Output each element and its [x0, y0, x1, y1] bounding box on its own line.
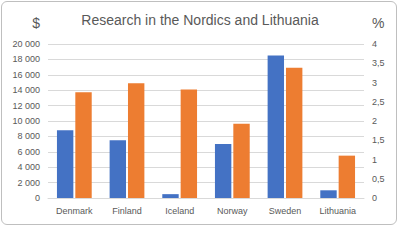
- svg-text:Sweden: Sweden: [269, 206, 302, 216]
- svg-text:3: 3: [372, 78, 377, 88]
- svg-text:3,5: 3,5: [372, 58, 385, 68]
- svg-text:2: 2: [372, 116, 377, 126]
- svg-text:Research in the Nordics and Li: Research in the Nordics and Lithuania: [81, 12, 319, 28]
- svg-text:Iceland: Iceland: [165, 206, 194, 216]
- svg-text:%: %: [372, 15, 384, 31]
- svg-text:Lithuania: Lithuania: [319, 206, 356, 216]
- svg-text:Finland: Finland: [112, 206, 142, 216]
- svg-text:4: 4: [372, 39, 377, 49]
- svg-text:20 000: 20 000: [12, 39, 40, 49]
- svg-text:$: $: [32, 15, 40, 31]
- svg-text:0,5: 0,5: [372, 174, 385, 184]
- svg-text:Norway: Norway: [217, 206, 248, 216]
- svg-text:1,5: 1,5: [372, 135, 385, 145]
- svg-text:6 000: 6 000: [17, 147, 40, 157]
- svg-text:0: 0: [372, 193, 377, 203]
- svg-text:16 000: 16 000: [12, 70, 40, 80]
- svg-text:12 000: 12 000: [12, 101, 40, 111]
- svg-text:10 000: 10 000: [12, 116, 40, 126]
- svg-text:Denmark: Denmark: [56, 206, 93, 216]
- svg-text:0: 0: [35, 193, 40, 203]
- svg-text:2 000: 2 000: [17, 178, 40, 188]
- svg-text:14 000: 14 000: [12, 85, 40, 95]
- svg-text:1: 1: [372, 155, 377, 165]
- svg-text:2,5: 2,5: [372, 97, 385, 107]
- svg-text:4 000: 4 000: [17, 162, 40, 172]
- svg-text:8 000: 8 000: [17, 131, 40, 141]
- svg-text:18 000: 18 000: [12, 54, 40, 64]
